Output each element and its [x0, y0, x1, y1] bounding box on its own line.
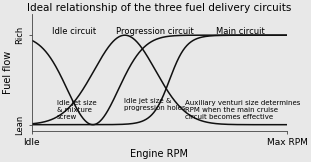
Text: Main circuit: Main circuit — [216, 27, 264, 36]
Text: Idle jet size
& mixture
screw: Idle jet size & mixture screw — [57, 100, 97, 120]
X-axis label: Engine RPM: Engine RPM — [130, 149, 188, 159]
Text: Idle circuit: Idle circuit — [52, 27, 96, 36]
Title: Ideal relationship of the three fuel delivery circuits: Ideal relationship of the three fuel del… — [27, 3, 291, 13]
Y-axis label: Fuel flow: Fuel flow — [3, 51, 13, 94]
Text: Auxiliary venturi size determines
RPM when the main cruise
circuit becomes effec: Auxiliary venturi size determines RPM wh… — [185, 100, 300, 120]
Text: Progression circuit: Progression circuit — [116, 27, 193, 36]
Text: Idle jet size &
progression holes: Idle jet size & progression holes — [123, 98, 185, 111]
